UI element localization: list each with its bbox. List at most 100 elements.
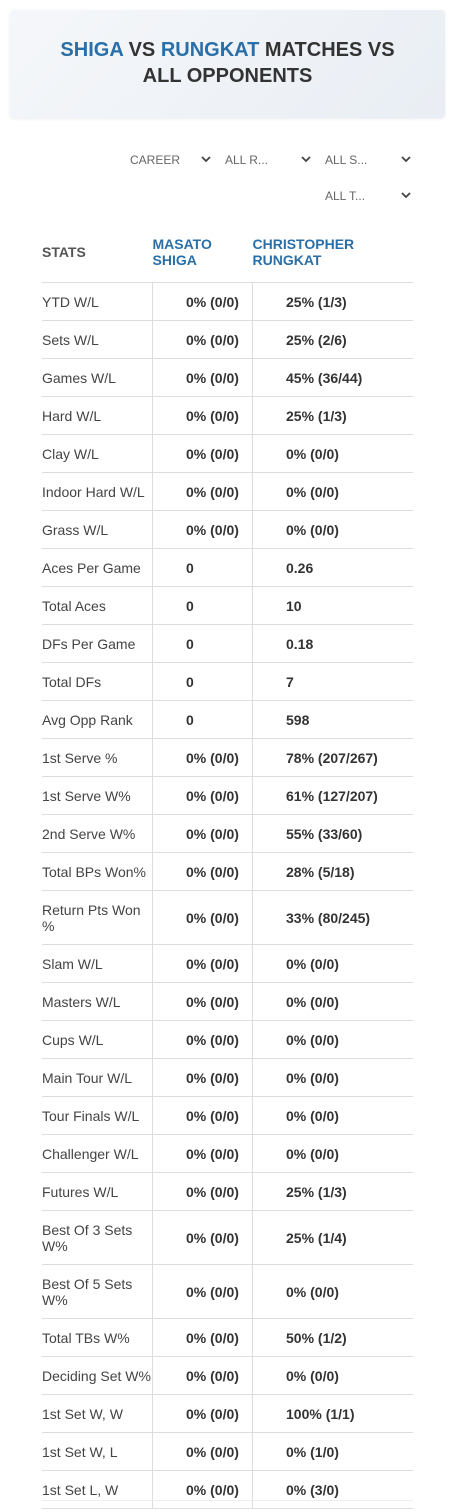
- table-body: YTD W/L 0% (0/0) 25% (1/3) Sets W/L 0% (0/0)…: [42, 282, 413, 1509]
- stat-label: Best Of 5 Sets W%: [42, 1264, 153, 1319]
- player2-value: 0% (0/0): [252, 1020, 413, 1059]
- stats-table: STATS MASATO SHIGA CHRISTOPHER RUNGKAT Y…: [42, 222, 413, 1509]
- column-header: STATS: [42, 222, 153, 283]
- player2-value: 25% (1/4): [252, 1210, 413, 1265]
- header-row: STATS MASATO SHIGA CHRISTOPHER RUNGKAT: [42, 222, 413, 283]
- player1-value: 0% (0/0): [152, 282, 253, 321]
- filter-select[interactable]: CAREER: [130, 150, 212, 170]
- player2-value: 25% (1/3): [252, 396, 413, 435]
- stat-row: Hard W/L 0% (0/0) 25% (1/3): [42, 396, 413, 435]
- stat-row: Futures W/L 0% (0/0) 25% (1/3): [42, 1172, 413, 1211]
- stat-row: DFs Per Game 0 0.18: [42, 624, 413, 663]
- filter-select[interactable]: ALL R...: [225, 150, 313, 170]
- stat-row: Slam W/L 0% (0/0) 0% (0/0): [42, 944, 413, 983]
- stat-row: Clay W/L 0% (0/0) 0% (0/0): [42, 434, 413, 473]
- player2-value: 28% (5/18): [252, 852, 413, 891]
- stat-row: Main Tour W/L 0% (0/0) 0% (0/0): [42, 1058, 413, 1097]
- stat-label: Total DFs: [42, 662, 153, 701]
- chevron: [301, 156, 311, 163]
- player2-value: 0% (1/0): [252, 1432, 413, 1471]
- stat-row: Indoor Hard W/L 0% (0/0) 0% (0/0): [42, 472, 413, 511]
- stat-label: Indoor Hard W/L: [42, 472, 153, 511]
- chevron: [201, 156, 211, 163]
- player1-value: 0% (0/0): [152, 1210, 253, 1265]
- player2-value: 100% (1/1): [252, 1394, 413, 1433]
- stat-row: 1st Set W, L 0% (0/0) 0% (1/0): [42, 1432, 413, 1471]
- page-title: SHIGA VS RUNGKAT MATCHES VS ALL OPPONENT…: [10, 37, 445, 89]
- player1-value: 0% (0/0): [152, 1058, 253, 1097]
- column-header[interactable]: CHRISTOPHER RUNGKAT: [252, 222, 413, 283]
- column-header[interactable]: MASATO SHIGA: [152, 222, 253, 283]
- stat-label: Sets W/L: [42, 320, 153, 359]
- player2-value: 0.26: [252, 548, 413, 587]
- player1-value: 0% (0/0): [152, 1394, 253, 1433]
- stat-row: YTD W/L 0% (0/0) 25% (1/3): [42, 282, 413, 321]
- stat-label: Tour Finals W/L: [42, 1096, 153, 1135]
- stat-label: Grass W/L: [42, 510, 153, 549]
- stat-label: 1st Set L, W: [42, 1470, 153, 1509]
- stat-label: 2nd Serve W%: [42, 814, 153, 853]
- stat-row: Games W/L 0% (0/0) 45% (36/44): [42, 358, 413, 397]
- header-card: SHIGA VS RUNGKAT MATCHES VS ALL OPPONENT…: [10, 10, 445, 118]
- title-vs: VS: [128, 39, 156, 61]
- player1-value: 0% (0/0): [152, 1172, 253, 1211]
- filter-label: CAREER: [130, 153, 181, 167]
- stat-label: Aces Per Game: [42, 548, 153, 587]
- player1-value: 0% (0/0): [152, 1470, 253, 1509]
- player2-value: 0% (0/0): [252, 1096, 413, 1135]
- player2-value: 0.18: [252, 624, 413, 663]
- stat-row: Masters W/L 0% (0/0) 0% (0/0): [42, 982, 413, 1021]
- player2-value: 598: [252, 700, 413, 739]
- player2-value: 45% (36/44): [252, 358, 413, 397]
- stat-row: Best Of 3 Sets W% 0% (0/0) 25% (1/4): [42, 1210, 413, 1265]
- stat-label: YTD W/L: [42, 282, 153, 321]
- stat-label: Total Aces: [42, 586, 153, 625]
- stat-row: Grass W/L 0% (0/0) 0% (0/0): [42, 510, 413, 549]
- filter-label: ALL S...: [325, 153, 368, 167]
- stat-label: 1st Serve W%: [42, 776, 153, 815]
- player2-value: 0% (0/0): [252, 1058, 413, 1097]
- stat-row: Tour Finals W/L 0% (0/0) 0% (0/0): [42, 1096, 413, 1135]
- stat-label: 1st Set W, W: [42, 1394, 153, 1433]
- player2-value: 0% (0/0): [252, 510, 413, 549]
- stat-label: DFs Per Game: [42, 624, 153, 663]
- player1-value: 0% (0/0): [152, 1432, 253, 1471]
- player1-value: 0: [152, 586, 253, 625]
- stat-row: Cups W/L 0% (0/0) 0% (0/0): [42, 1020, 413, 1059]
- stat-label: 1st Set W, L: [42, 1432, 153, 1471]
- stat-row: Challenger W/L 0% (0/0) 0% (0/0): [42, 1134, 413, 1173]
- player1-value: 0% (0/0): [152, 852, 253, 891]
- player1-value: 0% (0/0): [152, 434, 253, 473]
- player1-value: 0% (0/0): [152, 982, 253, 1021]
- stat-row: 1st Set L, W 0% (0/0) 0% (3/0): [42, 1470, 413, 1509]
- stat-label: Cups W/L: [42, 1020, 153, 1059]
- player2-value: 10: [252, 586, 413, 625]
- player1-value: 0% (0/0): [152, 944, 253, 983]
- player2-value: 50% (1/2): [252, 1318, 413, 1357]
- stat-label: Clay W/L: [42, 434, 153, 473]
- stat-row: Avg Opp Rank 0 598: [42, 700, 413, 739]
- filter-select[interactable]: ALL T...: [325, 186, 413, 206]
- player1-value: 0% (0/0): [152, 1020, 253, 1059]
- stat-label: Masters W/L: [42, 982, 153, 1021]
- player1-value: 0% (0/0): [152, 1356, 253, 1395]
- player2-value: 0% (0/0): [252, 434, 413, 473]
- player2-value: 0% (0/0): [252, 944, 413, 983]
- player1-value: 0% (0/0): [152, 472, 253, 511]
- title-player1: SHIGA: [60, 39, 124, 61]
- title-rest: MATCHES VS ALL OPPONENTS: [142, 39, 395, 87]
- stat-row: Best Of 5 Sets W% 0% (0/0) 0% (0/0): [42, 1264, 413, 1319]
- stat-label: Hard W/L: [42, 396, 153, 435]
- player1-value: 0: [152, 624, 253, 663]
- chevron: [401, 192, 411, 199]
- chevron: [401, 156, 411, 163]
- stat-label: Deciding Set W%: [42, 1356, 153, 1395]
- player1-value: 0% (0/0): [152, 1134, 253, 1173]
- player2-value: 55% (33/60): [252, 814, 413, 853]
- player1-value: 0: [152, 662, 253, 701]
- player2-value: 61% (127/207): [252, 776, 413, 815]
- filter-select[interactable]: ALL S...: [325, 150, 413, 170]
- player1-value: 0: [152, 700, 253, 739]
- stat-row: 2nd Serve W% 0% (0/0) 55% (33/60): [42, 814, 413, 853]
- stat-row: 1st Set W, W 0% (0/0) 100% (1/1): [42, 1394, 413, 1433]
